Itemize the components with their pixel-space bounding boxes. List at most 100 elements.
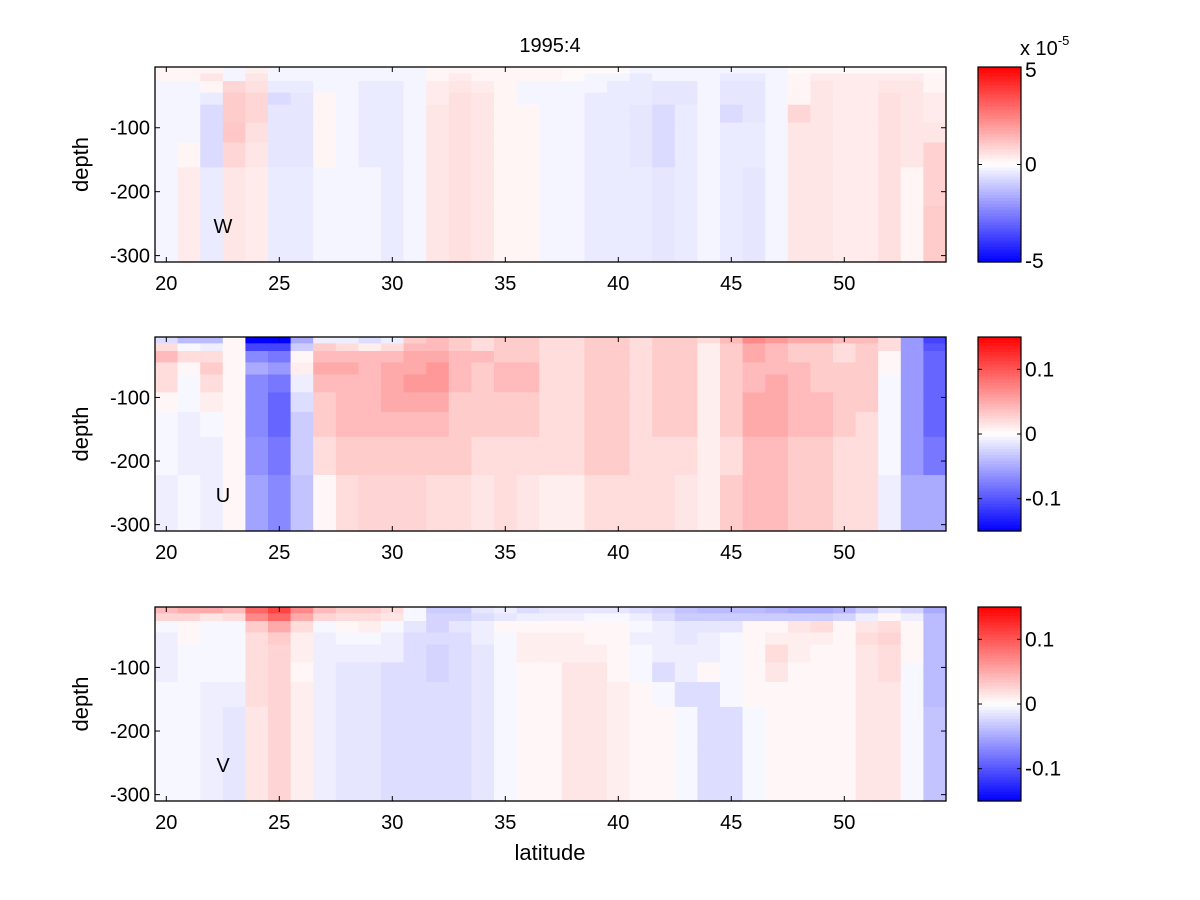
heatmap-cell	[787, 662, 811, 683]
colorbar-segment	[978, 370, 1021, 374]
heatmap-cell	[222, 436, 246, 476]
heatmap-cell	[900, 475, 924, 532]
heatmap-cell	[403, 81, 427, 94]
heatmap-cell	[787, 167, 811, 207]
heatmap-cell	[923, 142, 947, 168]
x-tick-label: 30	[381, 542, 403, 564]
heatmap-cell	[720, 73, 744, 82]
heatmap-cell	[584, 122, 608, 144]
heatmap-cell	[900, 122, 924, 144]
heatmap-cell	[810, 436, 834, 476]
heatmap-cell	[245, 412, 269, 438]
heatmap-cell	[335, 392, 359, 413]
heatmap-cell	[539, 337, 563, 344]
heatmap-cell	[222, 67, 246, 74]
heatmap-cell	[810, 607, 834, 614]
heatmap-cell	[833, 632, 857, 646]
heatmap-cell	[629, 92, 653, 106]
heatmap-cell	[607, 167, 631, 207]
heatmap-cell	[561, 613, 585, 622]
colorbar-segment	[978, 149, 1021, 153]
heatmap-cell	[222, 632, 246, 646]
heatmap-cell	[516, 350, 540, 364]
heatmap-cell	[765, 374, 789, 393]
y-tick-label: -300	[110, 246, 150, 268]
heatmap-cell	[358, 337, 382, 344]
heatmap-cell	[833, 392, 857, 413]
heatmap-cell	[923, 350, 947, 364]
colorbar-tick-label: 0	[1025, 154, 1037, 177]
heatmap-cell	[200, 392, 224, 413]
heatmap-cell	[222, 350, 246, 364]
heatmap-cell	[697, 104, 721, 124]
heatmap-cell	[222, 73, 246, 82]
colorbar-segment	[978, 470, 1021, 475]
heatmap-cell	[222, 81, 246, 94]
heatmap-cell	[878, 644, 902, 663]
colorbar-segment	[978, 112, 1021, 117]
heatmap-cell	[629, 67, 653, 74]
heatmap-cell	[290, 475, 314, 532]
heatmap-cell	[177, 613, 201, 622]
heatmap-cell	[245, 67, 269, 74]
heatmap-cell	[448, 644, 472, 663]
heatmap-cell	[765, 142, 789, 168]
heatmap-cell	[674, 632, 698, 646]
colorbar-tick-label: -0.1	[1025, 488, 1061, 511]
heatmap-cell	[516, 205, 540, 263]
heatmap-cell	[155, 92, 179, 106]
heatmap-cell	[629, 362, 653, 376]
colorbar-segment	[978, 225, 1021, 230]
heatmap-cell	[403, 644, 427, 663]
y-axis-label: depth	[68, 137, 93, 192]
heatmap-cell	[674, 73, 698, 82]
heatmap-cell	[652, 67, 676, 74]
heatmap-cell	[720, 632, 744, 646]
heatmap-cell	[426, 67, 450, 74]
heatmap-cell	[245, 620, 269, 634]
heatmap-cell	[155, 392, 179, 413]
colorbar-segment	[978, 700, 1021, 705]
heatmap-cell	[720, 620, 744, 634]
heatmap-cell	[335, 67, 359, 74]
heatmap-cell	[855, 706, 879, 746]
colorbar-segment	[978, 73, 1021, 77]
heatmap-cell	[177, 745, 201, 802]
heatmap-cell	[674, 475, 698, 532]
heatmap-cell	[629, 436, 653, 476]
heatmap-cell	[742, 167, 766, 207]
heatmap-cell	[471, 205, 495, 263]
heatmap-cell	[765, 644, 789, 663]
heatmap-cell	[245, 374, 269, 393]
heatmap-cell	[833, 374, 857, 393]
heatmap-cell	[155, 436, 179, 476]
heatmap-cell	[403, 205, 427, 263]
heatmap-cell	[155, 122, 179, 144]
heatmap-cell	[652, 682, 676, 708]
heatmap-cell	[584, 607, 608, 614]
heatmap-cell	[629, 644, 653, 663]
heatmap-cell	[471, 142, 495, 168]
heatmap-cell	[381, 350, 405, 364]
heatmap-cell	[629, 350, 653, 364]
heatmap-cell	[787, 104, 811, 124]
heatmap-cell	[900, 607, 924, 614]
colorbar-segment	[978, 355, 1021, 359]
heatmap-cell	[426, 104, 450, 124]
heatmap-cell	[268, 706, 292, 746]
heatmap-cell	[155, 374, 179, 393]
heatmap-cell	[878, 607, 902, 614]
heatmap-cell	[381, 167, 405, 207]
heatmap-cell	[358, 436, 382, 476]
heatmap-cell	[742, 73, 766, 82]
x-tick-label: 25	[268, 542, 290, 564]
heatmap-cell	[652, 392, 676, 413]
heatmap-cell	[742, 337, 766, 344]
heatmap-cell	[222, 475, 246, 532]
heatmap-cell	[697, 337, 721, 344]
heatmap-cell	[245, 81, 269, 94]
heatmap-cell	[290, 662, 314, 683]
heatmap-cell	[697, 122, 721, 144]
heatmap-cell	[539, 745, 563, 802]
x-axis: 20 25 30 35 40 45 50	[155, 607, 855, 834]
